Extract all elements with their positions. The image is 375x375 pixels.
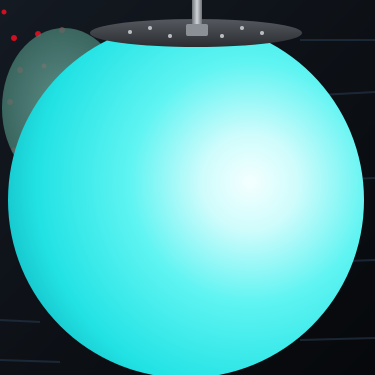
cap-screws bbox=[128, 26, 264, 38]
glowing-sphere bbox=[8, 22, 364, 375]
rod-fitting bbox=[186, 24, 208, 36]
suspension-rod bbox=[192, 0, 202, 28]
